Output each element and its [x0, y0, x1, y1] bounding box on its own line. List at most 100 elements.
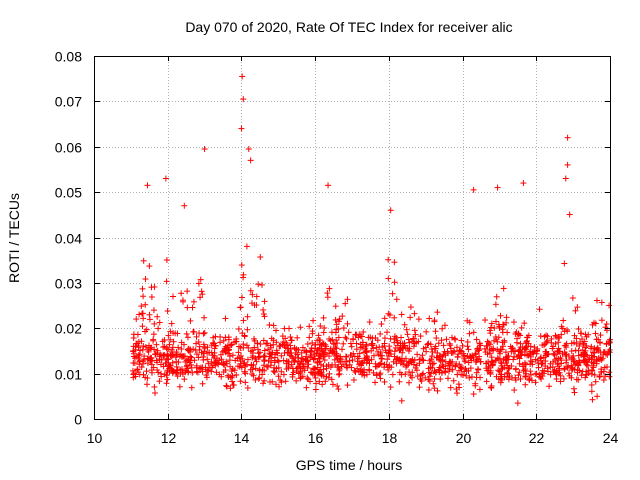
data-point	[521, 351, 528, 358]
data-point	[299, 356, 306, 363]
data-point	[473, 350, 480, 357]
data-point	[523, 370, 530, 377]
data-point	[406, 368, 413, 375]
data-point	[559, 350, 566, 357]
data-point	[239, 73, 246, 80]
data-point	[387, 207, 394, 214]
data-point	[197, 294, 204, 301]
data-point	[331, 356, 338, 363]
data-point	[235, 325, 242, 332]
y-tick-labels: 0 0.01 0.02 0.03 0.04 0.05 0.06 0.07 0.08	[55, 49, 82, 428]
data-point	[397, 346, 404, 353]
data-point	[165, 332, 172, 339]
data-point	[591, 353, 598, 360]
data-point	[180, 298, 187, 305]
data-point	[476, 386, 483, 393]
data-point	[475, 347, 482, 354]
data-point	[244, 356, 251, 363]
data-point	[558, 331, 565, 338]
data-point	[494, 184, 501, 191]
data-point	[222, 315, 229, 322]
data-point	[239, 330, 246, 337]
data-point	[558, 357, 565, 364]
data-point	[202, 366, 209, 373]
data-point	[278, 368, 285, 375]
data-point	[484, 351, 491, 358]
data-point	[151, 320, 158, 327]
data-point	[260, 311, 267, 318]
data-point	[378, 360, 385, 367]
data-point	[409, 356, 416, 363]
data-point	[494, 338, 501, 345]
data-point	[287, 352, 294, 359]
data-point	[211, 359, 218, 366]
data-point	[291, 345, 298, 352]
data-point	[142, 328, 149, 335]
data-point	[501, 339, 508, 346]
data-point	[295, 358, 302, 365]
data-point	[150, 364, 157, 371]
data-point	[470, 329, 477, 336]
data-point	[322, 378, 329, 385]
data-point	[536, 306, 543, 313]
data-point	[488, 382, 495, 389]
data-point	[549, 363, 556, 370]
data-point	[589, 321, 596, 328]
data-point	[564, 134, 571, 141]
data-point	[195, 280, 202, 287]
data-point	[326, 353, 333, 360]
data-point	[482, 317, 489, 324]
data-point	[459, 342, 466, 349]
data-point	[170, 338, 177, 345]
data-point	[263, 340, 270, 347]
data-point	[298, 349, 305, 356]
data-point	[561, 366, 568, 373]
data-point	[477, 374, 484, 381]
data-point	[473, 369, 480, 376]
data-point	[164, 376, 171, 383]
data-point	[557, 378, 564, 385]
data-point	[253, 302, 260, 309]
data-point	[313, 350, 320, 357]
data-point	[541, 333, 548, 340]
data-point	[143, 368, 150, 375]
data-point	[407, 372, 414, 379]
data-point	[493, 373, 500, 380]
data-point	[329, 381, 336, 388]
data-point	[378, 321, 385, 328]
data-point	[344, 296, 351, 303]
data-point	[454, 371, 461, 378]
data-point	[343, 335, 350, 342]
data-point	[353, 346, 360, 353]
data-point	[140, 371, 147, 378]
data-point	[370, 369, 377, 376]
data-point	[280, 339, 287, 346]
data-point	[166, 341, 173, 348]
data-point	[435, 340, 442, 347]
data-point	[432, 369, 439, 376]
data-point	[417, 356, 424, 363]
data-point	[472, 382, 479, 389]
data-point	[438, 369, 445, 376]
data-point	[135, 352, 142, 359]
data-point	[323, 365, 330, 372]
data-point	[203, 372, 210, 379]
data-point	[442, 322, 449, 329]
data-point	[516, 360, 523, 367]
data-point	[483, 343, 490, 350]
data-point	[505, 365, 512, 372]
x-tick-label: 10	[87, 430, 103, 446]
data-point	[440, 351, 447, 358]
data-point	[598, 368, 605, 375]
data-point	[593, 336, 600, 343]
data-point	[377, 375, 384, 382]
data-point	[247, 366, 254, 373]
data-point	[332, 344, 339, 351]
data-point	[346, 357, 353, 364]
data-point	[503, 356, 510, 363]
data-point	[293, 365, 300, 372]
data-point	[326, 370, 333, 377]
data-point	[484, 338, 491, 345]
data-point	[200, 330, 207, 337]
data-point	[465, 346, 472, 353]
